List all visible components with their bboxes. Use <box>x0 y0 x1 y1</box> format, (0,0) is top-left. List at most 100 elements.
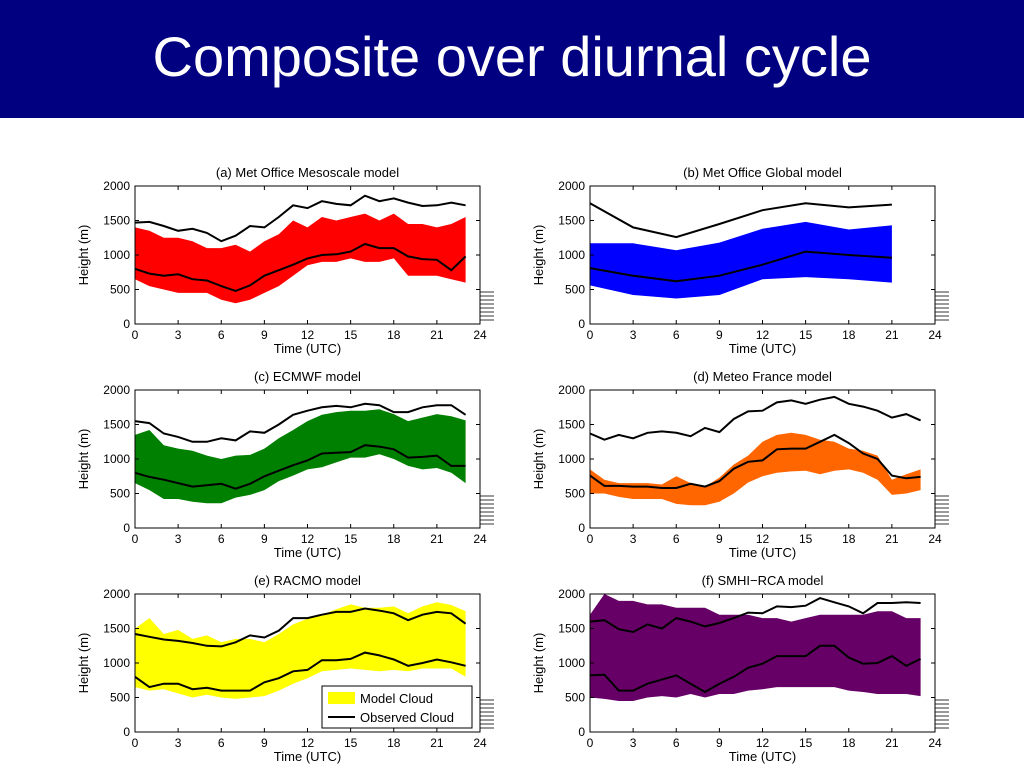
chart-panel-6: 0 3 6 9 12 15 18 21 24 0 500 1000 1500 2000 (f) SMHI−R… <box>531 573 949 764</box>
chart-panel-5: 0 3 6 9 12 15 18 21 24 0 500 1000 1500 2000 (e) RACMO … <box>76 573 494 764</box>
x-tick-label: 18 <box>387 328 401 342</box>
observed-cloud-top-line <box>134 607 467 648</box>
y-tick-label: 0 <box>578 725 585 739</box>
x-tick-label: 15 <box>799 736 813 750</box>
y-axis-label: Height (m) <box>76 225 91 286</box>
y-tick-label: 1500 <box>103 418 130 432</box>
x-tick-label: 18 <box>387 736 401 750</box>
y-tick-label: 1000 <box>103 248 130 262</box>
observed-cloud-top-line <box>134 194 466 243</box>
x-tick-label: 21 <box>430 532 444 546</box>
y-tick-label: 2000 <box>103 383 130 397</box>
x-tick-label: 21 <box>885 736 899 750</box>
x-axis-label: Time (UTC) <box>274 749 341 764</box>
y-tick-label: 500 <box>565 691 585 705</box>
x-tick-label: 9 <box>261 736 268 750</box>
y-tick-label: 2000 <box>558 383 585 397</box>
y-tick-label: 500 <box>110 283 130 297</box>
y-tick-label: 500 <box>565 487 585 501</box>
y-tick-label: 0 <box>123 521 130 535</box>
x-tick-label: 21 <box>430 328 444 342</box>
x-tick-label: 15 <box>799 532 813 546</box>
observed-cloud-top-line <box>134 402 467 443</box>
y-tick-label: 500 <box>565 283 585 297</box>
x-tick-label: 12 <box>301 328 315 342</box>
model-cloud-band <box>135 602 466 699</box>
x-tick-label: 6 <box>218 736 225 750</box>
y-tick-label: 2000 <box>558 587 585 601</box>
observed-cloud-base-line <box>589 433 921 489</box>
model-cloud-band <box>135 213 466 304</box>
x-tick-label: 9 <box>261 532 268 546</box>
x-tick-label: 0 <box>132 328 139 342</box>
observed-cloud-base-line <box>589 250 892 283</box>
chart-panel-1: 0 3 6 9 12 15 18 21 24 0 500 1000 1500 2000 (a) Met Of… <box>76 165 494 356</box>
y-tick-label: 1000 <box>103 452 130 466</box>
y-tick-label: 2000 <box>103 587 130 601</box>
y-tick-label: 2000 <box>558 179 585 193</box>
legend-model-swatch <box>328 692 355 704</box>
x-tick-label: 3 <box>175 736 182 750</box>
x-tick-label: 24 <box>928 328 942 342</box>
x-axis-label: Time (UTC) <box>274 545 341 560</box>
y-tick-label: 1500 <box>558 622 585 636</box>
y-tick-label: 0 <box>123 317 130 331</box>
y-tick-label: 0 <box>123 725 130 739</box>
panel-title: (a) Met Office Mesoscale model <box>216 165 399 180</box>
x-tick-label: 0 <box>587 532 594 546</box>
observed-cloud-base-line <box>134 242 467 292</box>
observed-cloud-base-line <box>134 444 466 490</box>
x-tick-label: 9 <box>716 532 723 546</box>
x-tick-label: 3 <box>175 328 182 342</box>
x-tick-label: 12 <box>301 736 315 750</box>
x-tick-label: 18 <box>842 532 856 546</box>
title-bar <box>0 0 1024 118</box>
legend-observed-label: Observed Cloud <box>360 710 454 725</box>
x-tick-label: 0 <box>587 328 594 342</box>
x-tick-label: 15 <box>344 328 358 342</box>
observed-cloud-base-line <box>589 644 922 694</box>
x-axis-label: Time (UTC) <box>274 341 341 356</box>
x-tick-label: 3 <box>630 532 637 546</box>
x-tick-label: 15 <box>344 532 358 546</box>
x-tick-label: 6 <box>673 532 680 546</box>
observed-cloud-top-line <box>589 395 922 441</box>
x-tick-label: 24 <box>473 532 487 546</box>
y-tick-label: 0 <box>578 521 585 535</box>
y-tick-label: 500 <box>110 487 130 501</box>
y-axis-label: Height (m) <box>531 225 546 286</box>
y-tick-label: 1000 <box>103 656 130 670</box>
legend-model-label: Model Cloud <box>360 691 433 706</box>
y-axis-label: Height (m) <box>531 633 546 694</box>
y-tick-label: 1500 <box>103 214 130 228</box>
x-tick-label: 6 <box>673 328 680 342</box>
x-axis-label: Time (UTC) <box>729 749 796 764</box>
y-tick-label: 2000 <box>103 179 130 193</box>
slide-title: Composite over diurnal cycle <box>152 25 872 88</box>
x-tick-label: 24 <box>928 736 942 750</box>
y-tick-label: 1500 <box>558 214 585 228</box>
x-tick-label: 9 <box>716 328 723 342</box>
panel-title: (f) SMHI−RCA model <box>702 573 824 588</box>
x-tick-label: 0 <box>587 736 594 750</box>
x-tick-label: 15 <box>344 736 358 750</box>
x-tick-label: 12 <box>756 328 770 342</box>
y-tick-label: 1500 <box>103 622 130 636</box>
x-tick-label: 6 <box>218 328 225 342</box>
observed-cloud-top-line <box>589 597 921 634</box>
y-axis-label: Height (m) <box>76 429 91 490</box>
x-tick-label: 15 <box>799 328 813 342</box>
x-tick-label: 3 <box>630 736 637 750</box>
x-tick-label: 6 <box>673 736 680 750</box>
panel-title: (b) Met Office Global model <box>683 165 842 180</box>
y-tick-label: 1500 <box>558 418 585 432</box>
x-tick-label: 0 <box>132 532 139 546</box>
x-tick-label: 3 <box>630 328 637 342</box>
x-tick-label: 3 <box>175 532 182 546</box>
x-tick-label: 24 <box>473 328 487 342</box>
x-tick-label: 6 <box>218 532 225 546</box>
y-tick-label: 1000 <box>558 248 585 262</box>
chart-panel-3: 0 3 6 9 12 15 18 21 24 0 500 1000 1500 2000 (c) ECMWF … <box>76 369 494 560</box>
x-tick-label: 0 <box>132 736 139 750</box>
chart-panel-4: 0 3 6 9 12 15 18 21 24 0 500 1000 1500 2000 (d) Meteo … <box>531 369 949 560</box>
